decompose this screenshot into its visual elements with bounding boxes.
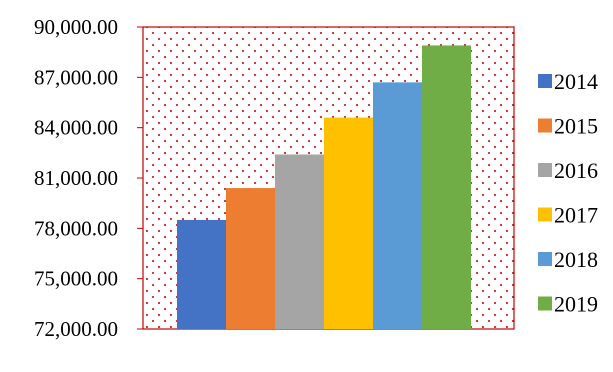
bar-2015 xyxy=(226,188,275,329)
legend-label-2019: 2019 xyxy=(554,292,598,317)
legend-swatch-2017 xyxy=(538,207,552,222)
legend-swatch-2018 xyxy=(538,252,552,266)
y-tick-label: 87,000.00 xyxy=(34,65,118,89)
legend-label-2015: 2015 xyxy=(554,114,598,139)
bar-2019 xyxy=(422,45,471,329)
y-tick-label: 90,000.00 xyxy=(34,15,118,39)
bar-series-group xyxy=(177,45,471,329)
bar-2018 xyxy=(373,82,422,329)
legend-label-2014: 2014 xyxy=(554,69,598,94)
legend-swatch-2015 xyxy=(538,118,552,133)
bar-2017 xyxy=(324,117,373,329)
bar-2016 xyxy=(275,154,324,329)
legend-swatch-2014 xyxy=(538,74,552,88)
y-tick-label: 72,000.00 xyxy=(34,317,118,341)
legend-label-2016: 2016 xyxy=(554,158,598,183)
bar-2014 xyxy=(177,219,226,329)
legend-swatch-2016 xyxy=(538,163,552,177)
y-tick-label: 81,000.00 xyxy=(34,166,118,190)
legend-label-2018: 2018 xyxy=(554,247,598,272)
y-tick-label: 78,000.00 xyxy=(34,216,118,240)
y-axis: 72,000.00 75,000.00 78,000.00 81,000.00 84,0… xyxy=(34,15,143,341)
legend: 2014 2015 2016 2017 2018 2019 xyxy=(538,69,598,317)
y-tick-label: 84,000.00 xyxy=(34,116,118,140)
legend-swatch-2019 xyxy=(538,296,552,311)
y-tick-label: 75,000.00 xyxy=(34,267,118,291)
legend-label-2017: 2017 xyxy=(554,203,598,228)
